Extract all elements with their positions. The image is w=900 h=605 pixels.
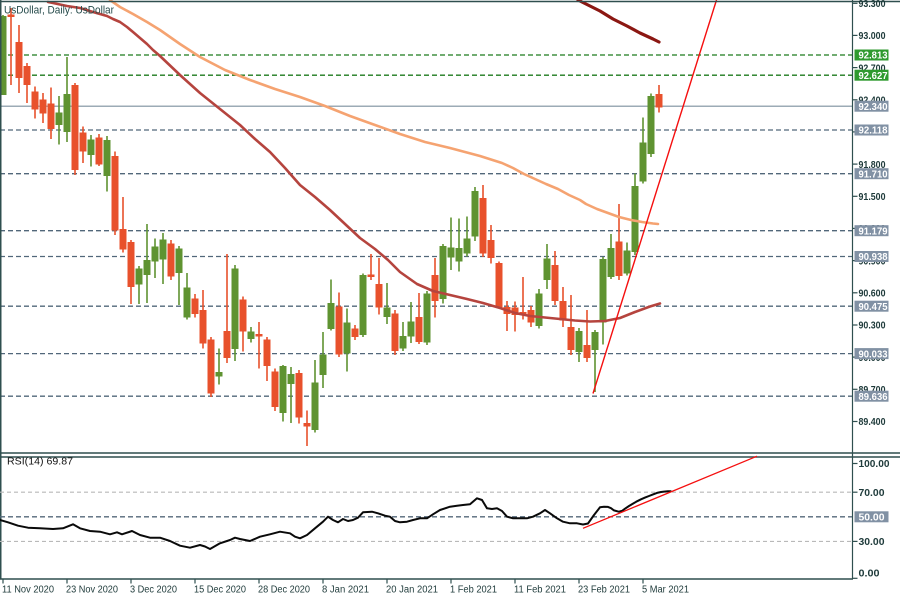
svg-text:90.600: 90.600 bbox=[859, 289, 886, 300]
svg-text:93.000: 93.000 bbox=[859, 31, 886, 42]
svg-text:8 Jan 2021: 8 Jan 2021 bbox=[322, 585, 369, 596]
svg-text:91.500: 91.500 bbox=[859, 192, 886, 203]
svg-text:91.710: 91.710 bbox=[859, 169, 889, 180]
svg-text:90.300: 90.300 bbox=[859, 321, 886, 332]
svg-text:90.475: 90.475 bbox=[859, 302, 889, 313]
svg-text:90.033: 90.033 bbox=[859, 349, 889, 360]
svg-text:23 Nov 2020: 23 Nov 2020 bbox=[66, 585, 119, 596]
svg-text:11 Feb 2021: 11 Feb 2021 bbox=[514, 585, 566, 596]
svg-text:89.400: 89.400 bbox=[859, 417, 886, 428]
svg-text:50.00: 50.00 bbox=[859, 513, 886, 524]
svg-text:93.300: 93.300 bbox=[859, 0, 886, 10]
svg-text:91.800: 91.800 bbox=[859, 160, 886, 171]
svg-text:15 Dec 2020: 15 Dec 2020 bbox=[194, 585, 247, 596]
svg-text:89.636: 89.636 bbox=[859, 392, 889, 403]
svg-text:5 Mar 2021: 5 Mar 2021 bbox=[642, 585, 689, 596]
svg-text:70.00: 70.00 bbox=[859, 488, 886, 499]
svg-text:RSI(14) 69.87: RSI(14) 69.87 bbox=[7, 457, 73, 468]
svg-text:11 Nov 2020: 11 Nov 2020 bbox=[2, 585, 55, 596]
svg-text:3 Dec 2020: 3 Dec 2020 bbox=[130, 585, 178, 596]
svg-text:30.00: 30.00 bbox=[859, 537, 886, 548]
svg-text:23 Feb 2021: 23 Feb 2021 bbox=[578, 585, 630, 596]
svg-text:92.118: 92.118 bbox=[859, 126, 889, 137]
svg-text:92.700: 92.700 bbox=[859, 63, 886, 74]
svg-text:92.627: 92.627 bbox=[859, 71, 889, 82]
svg-text:100.00: 100.00 bbox=[859, 459, 891, 470]
svg-text:28 Dec 2020: 28 Dec 2020 bbox=[258, 585, 311, 596]
svg-text:1 Feb 2021: 1 Feb 2021 bbox=[450, 585, 497, 596]
svg-text:0.00: 0.00 bbox=[859, 569, 881, 580]
svg-text:90.938: 90.938 bbox=[859, 252, 889, 263]
svg-text:89.700: 89.700 bbox=[859, 385, 886, 396]
svg-text:92.340: 92.340 bbox=[859, 102, 889, 113]
svg-text:91.179: 91.179 bbox=[859, 226, 889, 237]
svg-text:UsDollar, Daily: UsDollar: UsDollar, Daily: UsDollar bbox=[4, 5, 114, 17]
svg-text:92.813: 92.813 bbox=[859, 51, 889, 62]
svg-text:20 Jan 2021: 20 Jan 2021 bbox=[386, 585, 438, 596]
